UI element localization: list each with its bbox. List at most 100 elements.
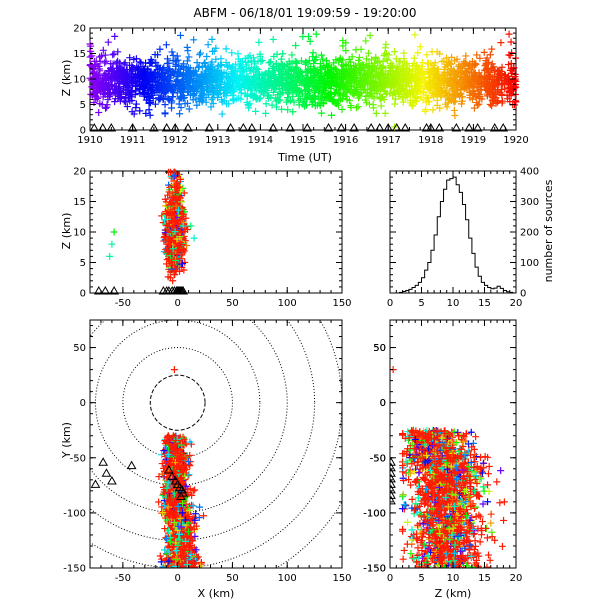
station-marker — [89, 122, 100, 132]
time-axis-tick-label: 1910 — [77, 135, 102, 146]
source-point — [135, 78, 143, 86]
source-point — [129, 65, 137, 73]
source-point — [289, 73, 297, 81]
source-point — [250, 80, 258, 88]
source-point — [425, 73, 433, 81]
source-point — [423, 51, 431, 59]
source-point — [301, 86, 309, 94]
source-point — [486, 51, 494, 59]
source-point — [132, 87, 140, 95]
source-point — [336, 81, 344, 89]
source-point — [217, 78, 225, 86]
source-point — [276, 67, 284, 75]
source-point — [395, 58, 403, 66]
source-point — [377, 79, 385, 87]
source-point — [271, 71, 279, 79]
source-point — [99, 79, 107, 87]
source-point — [472, 75, 480, 83]
source-point — [391, 48, 399, 56]
source-point — [147, 59, 155, 67]
source-point — [400, 75, 408, 83]
station-marker — [106, 122, 117, 132]
z-axis-tick-label: 5 — [418, 298, 424, 309]
histogram-bin — [456, 185, 459, 293]
figure-title: ABFM - 06/18/01 19:09:59 - 19:20:00 — [193, 6, 416, 20]
source-point — [383, 56, 391, 64]
source-point — [185, 53, 193, 61]
source-point — [93, 72, 101, 80]
panel-time-height: Z (km) Time (UT) 1910 1911 1912 1913 1914 191… — [60, 24, 529, 165]
source-point — [121, 83, 129, 91]
source-point — [243, 93, 251, 101]
source-point — [447, 97, 455, 105]
source-point — [343, 82, 351, 90]
source-point — [208, 35, 216, 43]
source-point — [122, 94, 130, 102]
source-point — [256, 71, 264, 79]
source-point — [208, 47, 216, 55]
source-point — [348, 53, 356, 61]
source-point — [218, 61, 226, 69]
source-point — [185, 76, 193, 84]
source-point — [442, 100, 450, 108]
source-point — [399, 98, 407, 106]
source-point — [164, 95, 172, 103]
source-point — [439, 87, 447, 95]
count-axis-tick-label: 0 — [520, 289, 526, 300]
z-axis-tick-label: 20 — [510, 298, 523, 309]
source-point — [484, 87, 492, 95]
source-point — [299, 33, 307, 41]
source-point — [482, 73, 490, 81]
source-point — [214, 68, 222, 76]
source-point — [272, 97, 280, 105]
source-point — [322, 83, 330, 91]
source-point — [114, 48, 122, 56]
source-point — [110, 50, 118, 58]
source-point — [378, 93, 386, 101]
source-point — [137, 59, 145, 67]
source-point — [127, 88, 135, 96]
source-point — [443, 61, 451, 69]
range-ring — [149, 374, 206, 431]
source-point — [128, 96, 136, 104]
source-point — [505, 30, 513, 38]
source-point — [207, 78, 215, 86]
source-point — [251, 84, 259, 92]
source-point — [205, 66, 213, 74]
source-point — [312, 56, 320, 64]
source-point — [345, 97, 353, 105]
source-point — [494, 97, 502, 105]
source-point — [345, 72, 353, 80]
source-point — [149, 94, 157, 102]
source-point — [97, 52, 105, 60]
source-point — [269, 35, 277, 43]
z-axis-tick-label: 0 — [80, 289, 86, 300]
source-point — [473, 51, 481, 59]
source-point — [268, 101, 276, 109]
source-point — [242, 58, 250, 66]
source-point — [295, 96, 303, 104]
source-point — [110, 86, 118, 94]
source-point — [181, 100, 189, 108]
source-point — [227, 68, 235, 76]
source-point — [307, 68, 315, 76]
source-point — [465, 87, 473, 95]
source-point — [413, 94, 421, 102]
source-point — [284, 106, 292, 114]
source-point — [120, 60, 128, 68]
source-point — [212, 44, 220, 52]
source-point — [369, 104, 377, 112]
source-point — [116, 79, 124, 87]
source-point — [470, 82, 478, 90]
source-point — [396, 92, 404, 100]
source-point — [484, 64, 492, 72]
source-point — [477, 86, 485, 94]
source-point — [104, 85, 112, 93]
source-point — [374, 70, 382, 78]
source-point — [164, 55, 172, 63]
z-axis-tick-label: 5 — [80, 100, 86, 111]
source-point — [470, 104, 478, 112]
source-point — [378, 84, 386, 92]
source-point — [475, 100, 483, 108]
source-point — [507, 38, 515, 46]
